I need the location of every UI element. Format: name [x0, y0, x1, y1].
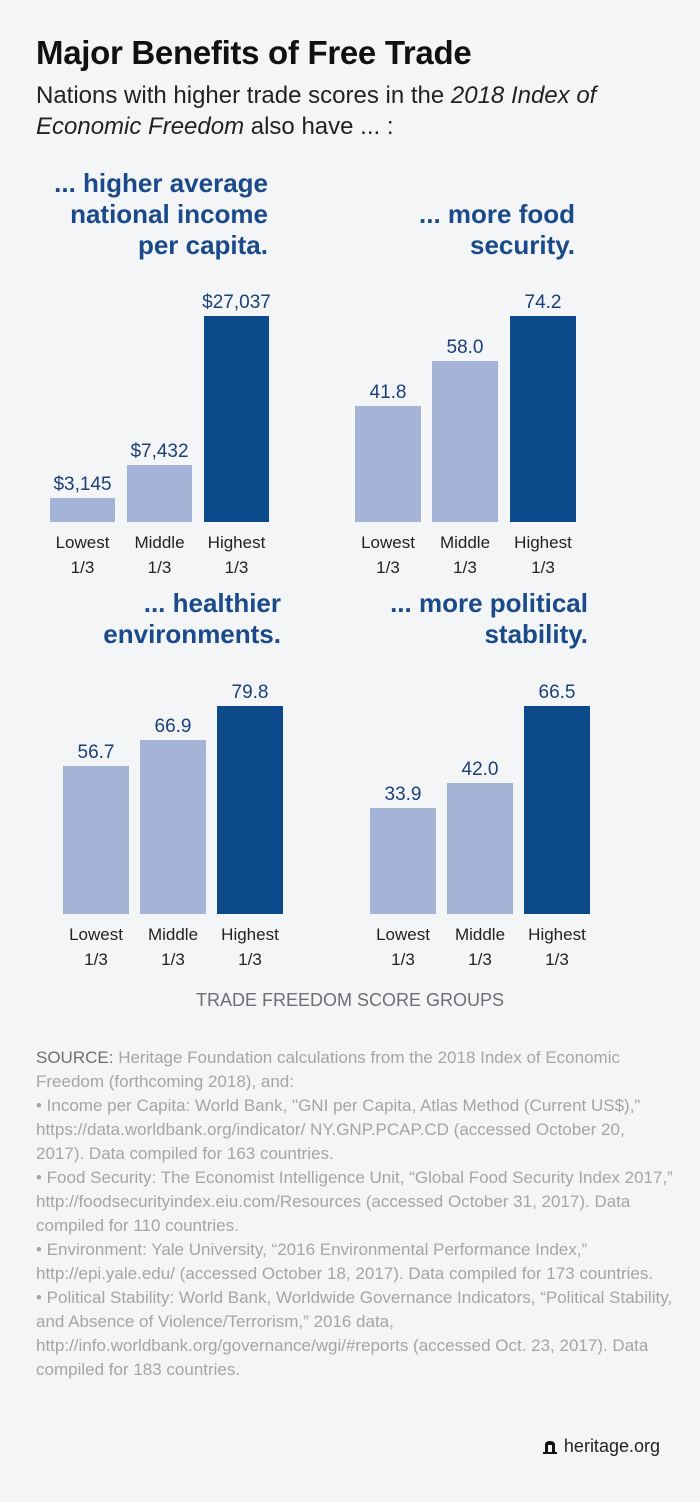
value-label: 66.5 [538, 682, 576, 703]
subtitle: Nations with higher trade scores in the … [36, 80, 676, 142]
bar [524, 706, 590, 914]
value-label: 58.0 [446, 336, 484, 358]
source-intro: Heritage Foundation calculations from th… [36, 1048, 620, 1091]
category-label: Highest 1/3 [207, 533, 266, 577]
subtitle-text-end: also have ... : [244, 113, 394, 140]
logo-text: heritage.org [563, 1436, 660, 1456]
category-label: Lowest 1/3 [55, 533, 110, 577]
category-label: Middle 1/3 [134, 533, 185, 577]
category-label: Lowest 1/3 [361, 533, 415, 577]
source-label: SOURCE: [36, 1048, 114, 1067]
category-label: Highest 1/3 [221, 925, 279, 969]
value-label: 42.0 [461, 758, 499, 780]
category-label: Lowest 1/3 [69, 925, 123, 969]
bar [63, 766, 129, 914]
bar [140, 739, 206, 914]
bar [355, 405, 421, 522]
liberty-bell-icon [542, 1440, 557, 1454]
source-item: • Food Security: The Economist Intellige… [36, 1168, 673, 1235]
bar [432, 360, 498, 522]
source-item: • Income per Capita: World Bank, "GNI pe… [36, 1096, 641, 1163]
value-label: 79.8 [231, 682, 269, 703]
chart-title: ... more food security. [419, 199, 575, 260]
bar [217, 706, 283, 914]
value-label: 41.8 [369, 381, 407, 403]
bar [204, 316, 269, 522]
value-label: 33.9 [384, 783, 422, 805]
bar [370, 807, 436, 914]
x-axis-label: TRADE FREEDOM SCORE GROUPS [195, 990, 505, 1010]
page-title: Major Benefits of Free Trade [36, 34, 472, 71]
chart-title: ... higher average national income per c… [54, 168, 268, 260]
bar [50, 498, 115, 522]
source-item: • Environment: Yale University, “2016 En… [36, 1240, 654, 1283]
source-item: • Political Stability: World Bank, World… [36, 1288, 673, 1379]
category-label: Middle 1/3 [147, 925, 199, 969]
bar [510, 316, 576, 522]
value-label: $7,432 [130, 441, 189, 463]
chart-title: ... more political stability. [390, 588, 588, 649]
category-label: Highest 1/3 [528, 925, 586, 969]
category-label: Lowest 1/3 [376, 925, 430, 969]
category-label: Middle 1/3 [439, 533, 491, 577]
bar [447, 782, 513, 914]
category-label: Highest 1/3 [514, 533, 572, 577]
value-label: 56.7 [77, 742, 115, 764]
category-label: Middle 1/3 [454, 925, 506, 969]
chart-title: ... healthier environments. [103, 588, 281, 649]
value-label: 66.9 [154, 715, 192, 737]
value-label: $27,037 [202, 292, 271, 313]
value-label: $3,145 [53, 474, 112, 496]
heritage-logo[interactable]: heritage.org [542, 1436, 660, 1457]
subtitle-text: Nations with higher trade scores in the [36, 82, 451, 109]
source-notes: SOURCE: Heritage Foundation calculations… [36, 1046, 676, 1382]
value-label: 74.2 [524, 292, 562, 313]
bar [127, 465, 192, 522]
subtitle-index-name: 2018 Index of Economic Freedom [36, 82, 597, 140]
